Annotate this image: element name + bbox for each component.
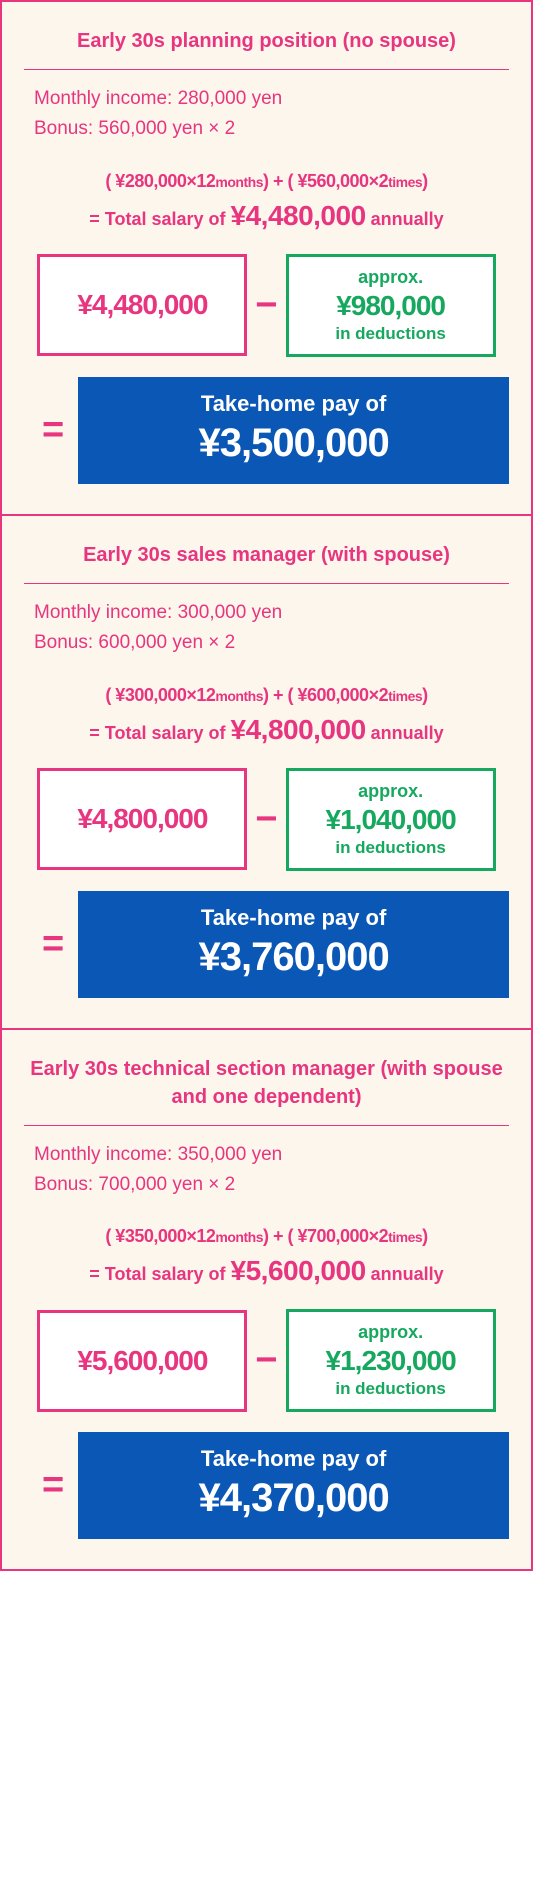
equals-sign: = bbox=[42, 923, 64, 966]
card-title: Early 30s planning position (no spouse) bbox=[24, 27, 509, 70]
salary-box: ¥5,600,000 bbox=[37, 1310, 247, 1412]
salary-box: ¥4,480,000 bbox=[37, 254, 247, 356]
deductions-box: approx. ¥1,230,000 in deductions bbox=[286, 1309, 496, 1412]
card-title: Early 30s sales manager (with spouse) bbox=[24, 541, 509, 584]
equals-sign: = bbox=[42, 1464, 64, 1507]
calculation-row: ¥4,800,000 − approx. ¥1,040,000 in deduc… bbox=[24, 768, 509, 871]
deductions-box: approx. ¥1,040,000 in deductions bbox=[286, 768, 496, 871]
total-salary-line: = Total salary of ¥4,480,000 annually bbox=[24, 200, 509, 232]
salary-card: Early 30s planning position (no spouse) … bbox=[0, 0, 533, 516]
formula: ( ¥300,000×12months) + ( ¥600,000×2times… bbox=[24, 685, 509, 706]
total-salary-line: = Total salary of ¥5,600,000 annually bbox=[24, 1255, 509, 1287]
takehome-row: = Take-home pay of ¥3,760,000 bbox=[24, 891, 509, 998]
calculation-row: ¥4,480,000 − approx. ¥980,000 in deducti… bbox=[24, 254, 509, 357]
salary-card: Early 30s technical section manager (wit… bbox=[0, 1030, 533, 1572]
card-title: Early 30s technical section manager (wit… bbox=[24, 1055, 509, 1126]
takehome-row: = Take-home pay of ¥3,500,000 bbox=[24, 377, 509, 484]
monthly-income: Monthly income: 300,000 yen bbox=[24, 598, 509, 628]
monthly-income: Monthly income: 350,000 yen bbox=[24, 1140, 509, 1170]
formula: ( ¥280,000×12months) + ( ¥560,000×2times… bbox=[24, 171, 509, 192]
takehome-box: Take-home pay of ¥3,760,000 bbox=[78, 891, 509, 998]
calculation-row: ¥5,600,000 − approx. ¥1,230,000 in deduc… bbox=[24, 1309, 509, 1412]
takehome-box: Take-home pay of ¥4,370,000 bbox=[78, 1432, 509, 1539]
takehome-row: = Take-home pay of ¥4,370,000 bbox=[24, 1432, 509, 1539]
takehome-box: Take-home pay of ¥3,500,000 bbox=[78, 377, 509, 484]
bonus: Bonus: 560,000 yen × 2 bbox=[24, 114, 509, 144]
salary-box: ¥4,800,000 bbox=[37, 768, 247, 870]
equals-sign: = bbox=[42, 409, 64, 452]
deductions-box: approx. ¥980,000 in deductions bbox=[286, 254, 496, 357]
bonus: Bonus: 700,000 yen × 2 bbox=[24, 1170, 509, 1200]
bonus: Bonus: 600,000 yen × 2 bbox=[24, 628, 509, 658]
total-salary-line: = Total salary of ¥4,800,000 annually bbox=[24, 714, 509, 746]
salary-card: Early 30s sales manager (with spouse) Mo… bbox=[0, 516, 533, 1030]
minus-sign: − bbox=[255, 284, 277, 327]
minus-sign: − bbox=[255, 798, 277, 841]
formula: ( ¥350,000×12months) + ( ¥700,000×2times… bbox=[24, 1226, 509, 1247]
minus-sign: − bbox=[255, 1339, 277, 1382]
monthly-income: Monthly income: 280,000 yen bbox=[24, 84, 509, 114]
